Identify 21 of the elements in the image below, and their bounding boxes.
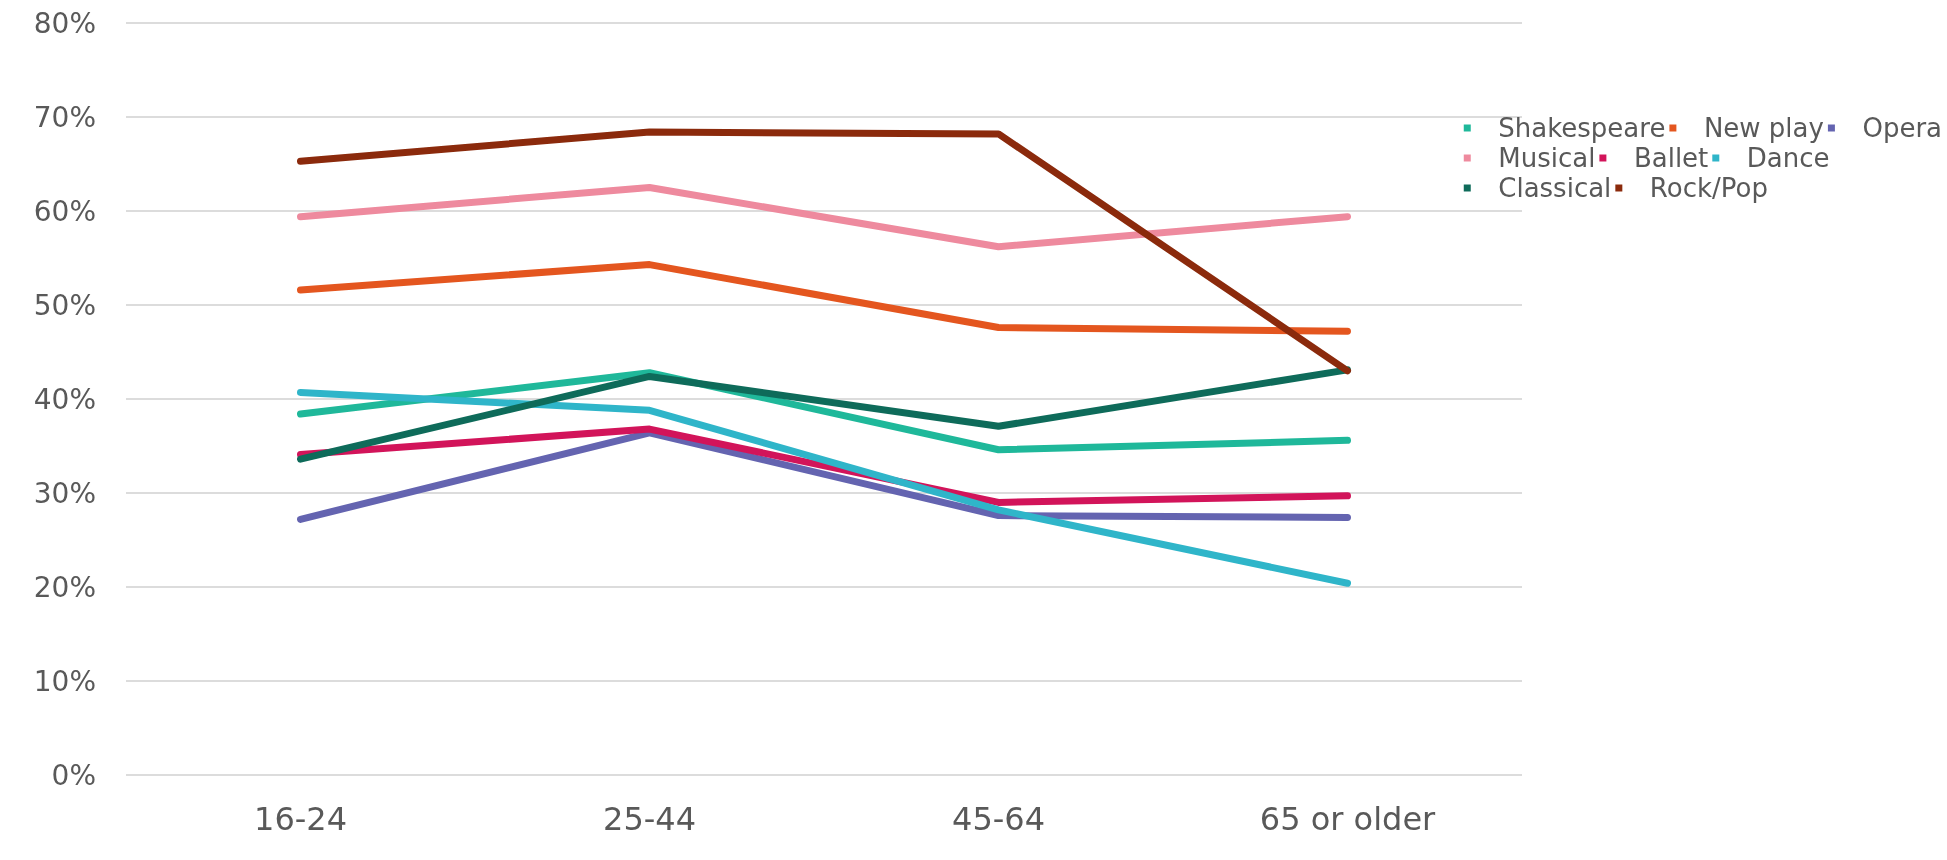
legend-label: Ballet (1633, 143, 1709, 173)
x-tick-label: 25-44 (603, 800, 696, 838)
y-tick-label: 70% (33, 100, 96, 134)
legend-label: Shakespeare (1498, 113, 1666, 143)
y-tick-label: 30% (33, 476, 96, 510)
y-tick-label: 40% (33, 382, 96, 416)
x-tick-label: 65 or older (1259, 800, 1437, 838)
y-tick-label: 60% (33, 194, 96, 228)
x-tick-label: 16-24 (254, 800, 347, 838)
legend-label: Classical (1498, 173, 1612, 203)
x-tick-label: 45-64 (952, 800, 1045, 838)
y-tick-label: 0% (51, 758, 96, 792)
y-tick-label: 20% (33, 570, 96, 604)
legend-label: Rock/Pop (1649, 173, 1768, 203)
legend-label: Opera (1862, 113, 1943, 143)
y-tick-label: 80% (33, 6, 96, 40)
legend-label: Dance (1746, 143, 1830, 173)
legend-label: New play (1703, 113, 1824, 143)
y-tick-label: 50% (33, 288, 96, 322)
legend-label: Musical (1498, 143, 1596, 173)
y-tick-label: 10% (33, 664, 96, 698)
